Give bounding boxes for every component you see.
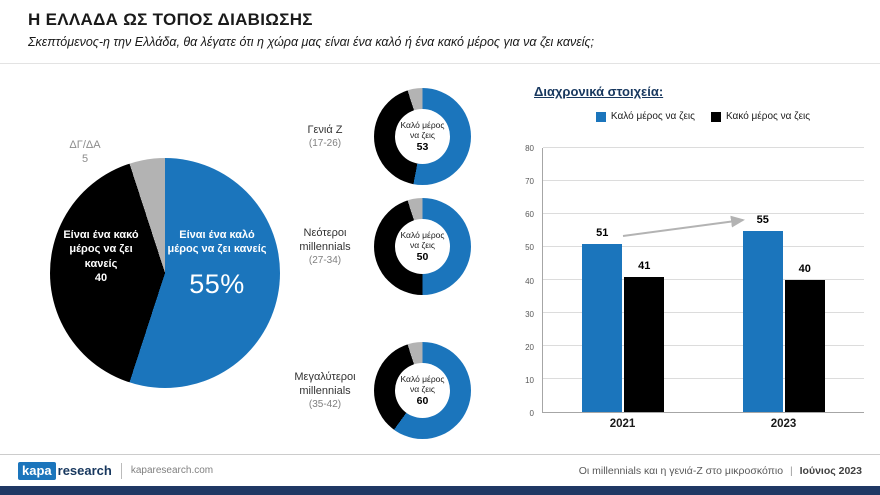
y-tick-label: 50	[525, 243, 534, 253]
group-name: Νεότεροι millennials	[299, 226, 351, 253]
bar-2021-series-0: 51	[582, 227, 623, 412]
bar-2021-series-1: 41	[624, 260, 665, 412]
donut-center-label: Καλό μέρος να ζεις	[400, 373, 445, 394]
report-separator: |	[789, 464, 793, 477]
donut-center: Καλό μέρος να ζεις 60	[395, 363, 450, 418]
gridline	[543, 147, 864, 148]
donut-center: Καλό μέρος να ζεις 50	[395, 219, 450, 274]
bar-groups: 51 41 55 40	[543, 148, 864, 412]
category-label-2023: 2023	[770, 418, 797, 430]
y-tick-label: 0	[529, 409, 534, 418]
category-label-2021: 2021	[609, 418, 636, 430]
bar-group-2023: 55 40	[742, 148, 825, 412]
donut-center-label: Καλό μέρος να ζεις	[400, 119, 445, 140]
donut-group-label: Μεγαλύτεροι millennials (35-42)	[282, 371, 368, 411]
report-info: Οι millennials και η γενιά-Z στο μικροσκ…	[579, 465, 862, 477]
pie-dk-label: ΔΓ/ΔΑ 5	[52, 138, 118, 167]
bar-2023-series-1: 40	[784, 263, 825, 412]
legend-item: Κακό μέρος να ζεις	[710, 111, 811, 122]
donut-chart-gen-z: Καλό μέρος να ζεις 53	[374, 88, 471, 185]
y-axis-ticks: 0 10 20 30 40 50 60 70 80	[510, 144, 538, 418]
trend-legend: Καλό μέρος να ζεις Κακό μέρος να ζεις	[540, 111, 866, 122]
legend-label: Καλό μέρος να ζεις	[610, 111, 695, 122]
bar-2023-series-0: 55	[742, 214, 783, 412]
legend-swatch	[595, 111, 606, 122]
page-title: Η ΕΛΛΑΔΑ ΩΣ ΤΟΠΟΣ ΔΙΑΒΙΩΣΗΣ	[28, 10, 313, 29]
gridline	[543, 312, 864, 313]
footer-divider	[120, 462, 122, 479]
bar-value-label: 40	[798, 263, 811, 275]
y-tick-label: 60	[525, 210, 534, 220]
legend-item: Καλό μέρος να ζεις	[595, 111, 695, 122]
donut-row-young-millennials: Νεότεροι millennials (27-34) Καλό μέρος …	[282, 198, 487, 295]
pie-good-label: Είναι ένα καλό μέρος να ζει κανείς 55%	[164, 228, 270, 302]
gridline	[543, 213, 864, 214]
gridline	[543, 345, 864, 346]
bar-group-2021: 51 41	[582, 148, 665, 412]
gridline	[543, 378, 864, 379]
website-text: kaparesearch.com	[130, 465, 214, 476]
bottom-accent-bar	[0, 486, 880, 495]
pie-good-text: Είναι ένα καλό μέρος να ζει κανείς	[167, 229, 267, 256]
pie-bad-value: 40	[94, 271, 108, 284]
y-tick-label: 70	[525, 177, 534, 187]
donut-chart-young-millennials: Καλό μέρος να ζεις 50	[374, 198, 471, 295]
footer: kapa research kaparesearch.com Οι millenn…	[0, 454, 880, 486]
kapa-research-logo: kapa research	[18, 461, 112, 480]
pie-good-value: 55%	[189, 268, 245, 299]
donut-center: Καλό μέρος να ζεις 53	[395, 109, 450, 164]
donut-chart-older-millennials: Καλό μέρος να ζεις 60	[374, 342, 471, 439]
group-name: Γενιά Z	[307, 123, 343, 136]
donut-center-value: 50	[416, 251, 429, 264]
group-age: (17-26)	[308, 138, 342, 150]
pie-dk-value: 5	[81, 153, 89, 166]
donut-group-label: Νεότεροι millennials (27-34)	[282, 227, 368, 267]
y-tick-label: 40	[525, 276, 534, 286]
gridline	[543, 246, 864, 247]
y-tick-label: 20	[525, 342, 534, 352]
donut-center-value: 60	[416, 395, 429, 408]
legend-label: Κακό μέρος να ζεις	[725, 111, 811, 122]
y-tick-label: 10	[525, 375, 534, 385]
group-age: (35-42)	[308, 399, 342, 411]
donut-row-gen-z: Γενιά Z (17-26) Καλό μέρος να ζεις 53	[282, 88, 487, 185]
bar-value-label: 51	[596, 226, 609, 239]
group-age: (27-34)	[308, 255, 342, 267]
pie-bad-label: Είναι ένα κακό μέρος να ζει κανείς 40	[54, 228, 148, 285]
gridline	[543, 180, 864, 181]
gridline	[543, 279, 864, 280]
donut-center-value: 53	[416, 141, 429, 154]
pie-dk-text: ΔΓ/ΔΑ	[69, 139, 101, 151]
donut-row-older-millennials: Μεγαλύτεροι millennials (35-42) Καλό μέρ…	[282, 342, 487, 439]
trend-title: Διαχρονικά στοιχεία:	[534, 84, 664, 99]
logo-kapa: kapa	[18, 461, 56, 480]
report-date: Ιούνιος 2023	[799, 464, 862, 477]
bar-value-label: 41	[638, 259, 651, 272]
legend-swatch	[710, 111, 721, 122]
pie-chart: Είναι ένα κακό μέρος να ζει κανείς 40 Εί…	[50, 158, 280, 388]
bar-value-label: 55	[756, 213, 769, 226]
x-axis-labels: 2021 2023	[542, 418, 864, 430]
logo-research: research	[57, 462, 112, 478]
page-subtitle: Σκεπτόμενος-η την Ελλάδα, θα λέγατε ότι …	[28, 35, 595, 49]
group-name: Μεγαλύτεροι millennials	[294, 370, 356, 397]
donut-group-label: Γενιά Z (17-26)	[282, 124, 368, 150]
bar-plot: 51 41 55 40	[542, 147, 864, 413]
report-title: Οι millennials και η γενιά-Z στο μικροσκ…	[578, 464, 784, 477]
donut-center-label: Καλό μέρος να ζεις	[400, 229, 445, 250]
y-tick-label: 80	[525, 144, 534, 153]
pie-bad-text: Είναι ένα κακό μέρος να ζει κανείς	[63, 229, 139, 270]
y-tick-label: 30	[525, 309, 534, 319]
header-divider	[0, 63, 880, 64]
footer-left: kapa research kaparesearch.com	[18, 461, 214, 480]
trend-section: Διαχρονικά στοιχεία: Καλό μέρος να ζεις Κ…	[510, 84, 874, 450]
